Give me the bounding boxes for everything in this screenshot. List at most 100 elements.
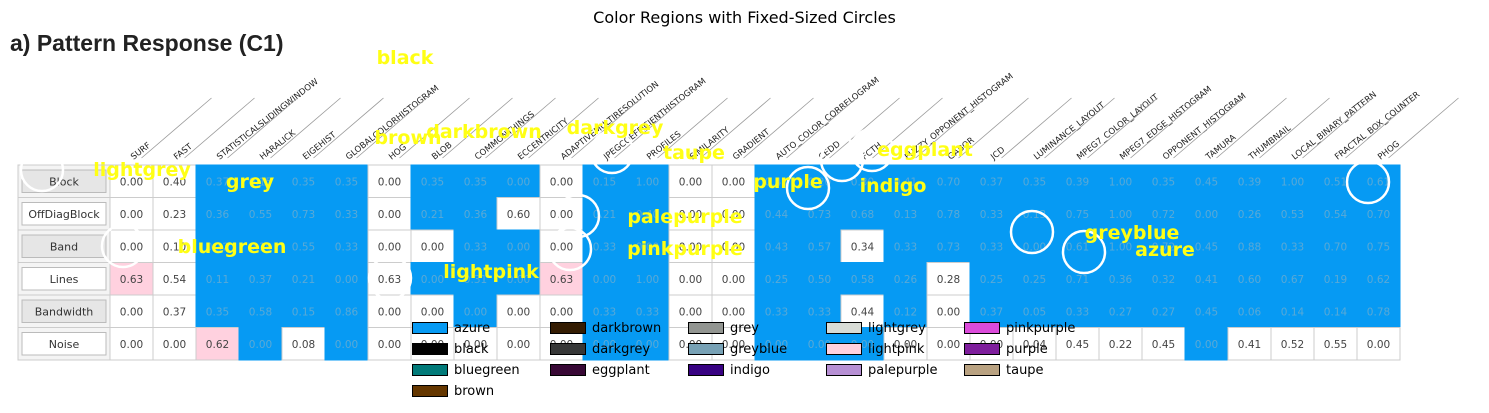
region-label-eggplant: eggplant — [877, 139, 973, 161]
legend-label: grey — [730, 320, 760, 336]
legend-label: palepurple — [868, 362, 938, 378]
column-guide-line — [657, 97, 728, 159]
cell-value: 0.62 — [206, 339, 229, 351]
column-guide-line — [786, 97, 857, 159]
legend-entry-lightpink: lightpink — [826, 339, 924, 359]
cell-value: 0.00 — [722, 306, 745, 318]
cell-value: 0.00 — [679, 274, 702, 286]
heatmap-cell — [711, 164, 756, 198]
cell-value: 0.54 — [163, 274, 187, 286]
legend-label: darkbrown — [592, 320, 662, 336]
cell-value: 0.19 — [1324, 274, 1347, 286]
heatmap-cell — [926, 197, 971, 231]
region-label-lightpink: lightpink — [443, 261, 539, 283]
legend-label: eggplant — [592, 362, 650, 378]
cell-value: 0.23 — [163, 209, 186, 221]
panel-title: a) Pattern Response (C1) — [10, 30, 284, 56]
cell-value: 0.10 — [163, 241, 186, 253]
cell-value: 0.67 — [1281, 274, 1304, 286]
cell-value: 0.88 — [1238, 241, 1261, 253]
heatmap-cell — [109, 262, 154, 296]
cell-value: 0.00 — [679, 176, 702, 188]
cell-value: 0.00 — [722, 274, 745, 286]
cell-value: 1.00 — [636, 274, 659, 286]
legend-label: taupe — [1006, 362, 1044, 378]
region-label-taupe: taupe — [663, 142, 725, 164]
cell-value: 0.00 — [378, 209, 401, 221]
cell-value: 0.37 — [980, 176, 1003, 188]
cell-value: 0.00 — [1195, 209, 1218, 221]
legend-entry-lightgrey: lightgrey — [826, 318, 926, 338]
heatmap-cell — [1313, 262, 1358, 296]
column-label: FRACTAL_BOX_COUNTER — [1333, 90, 1422, 163]
column-guide-line — [1345, 97, 1416, 159]
cell-value: 0.00 — [335, 274, 358, 286]
cell-value: 0.45 — [1195, 241, 1218, 253]
heatmap-cell — [883, 197, 928, 231]
cell-value: 0.55 — [249, 209, 272, 221]
cell-value: 0.35 — [421, 176, 444, 188]
heatmap-cell — [238, 262, 283, 296]
legend-entry-darkgrey: darkgrey — [550, 339, 650, 359]
cell-value: 0.00 — [378, 241, 401, 253]
cell-value: 0.33 — [894, 241, 917, 253]
column-label: LUMINANCE_LAYOUT — [1032, 100, 1108, 162]
region-label-darkbrown: darkbrown — [426, 121, 542, 143]
heatmap-cell — [1356, 294, 1401, 328]
heatmap-cell — [754, 262, 799, 296]
column-guide-line — [313, 97, 384, 159]
cell-value: 0.00 — [249, 339, 272, 351]
cell-value: 0.70 — [1367, 209, 1390, 221]
column-guide-line — [1130, 97, 1201, 159]
heatmap-cell — [926, 294, 971, 328]
heatmap-cell — [152, 164, 197, 198]
heatmap-cell — [1313, 327, 1358, 361]
cell-value: 0.53 — [1281, 209, 1304, 221]
circle-lightgrey — [1345, 159, 1391, 205]
circle-purple — [785, 165, 831, 211]
column-guide-line — [1388, 97, 1459, 159]
heatmap-cell — [1098, 327, 1143, 361]
legend-swatch — [826, 322, 862, 334]
cell-value: 0.21 — [421, 209, 444, 221]
cell-value: 0.00 — [507, 306, 530, 318]
cell-value: 0.00 — [722, 209, 745, 221]
cell-value: 0.00 — [937, 306, 960, 318]
cell-value: 0.45 — [1195, 176, 1218, 188]
heatmap-cell — [1184, 164, 1229, 198]
legend-label: bluegreen — [454, 362, 520, 378]
cell-value: 0.41 — [765, 176, 788, 188]
cell-value: 0.52 — [1281, 339, 1304, 351]
heatmap-cell — [1055, 197, 1100, 231]
column-guide-line — [1044, 97, 1115, 159]
row-label: Band — [50, 240, 78, 253]
cell-value: 0.73 — [292, 209, 315, 221]
cell-value: 1.00 — [1281, 176, 1304, 188]
heatmap-cell — [711, 197, 756, 231]
heatmap-cell — [453, 262, 498, 296]
cell-value: 0.72 — [1152, 241, 1175, 253]
cell-value: 0.04 — [1023, 339, 1047, 351]
circle-lightpink — [367, 255, 413, 301]
heatmap-cell — [367, 197, 412, 231]
cell-value: 0.33 — [593, 306, 616, 318]
cell-value: 0.12 — [894, 306, 917, 318]
circle-eggplant — [849, 127, 895, 173]
cell-value: 0.33 — [1281, 241, 1304, 253]
cell-value: 0.27 — [1152, 306, 1175, 318]
cell-value: 0.00 — [507, 176, 530, 188]
heatmap-cell — [668, 229, 713, 263]
heatmap-cell — [883, 164, 928, 198]
region-label-indigo: indigo — [860, 175, 927, 197]
cell-value: 0.72 — [1152, 209, 1175, 221]
legend-entry-azure: azure — [412, 318, 490, 338]
cell-value: 0.78 — [1367, 306, 1390, 318]
circle-greyblue — [1009, 209, 1055, 255]
cell-value: 0.61 — [1066, 241, 1089, 253]
cell-value: 0.78 — [937, 209, 960, 221]
column-label: LOCAL_BINARY_PATTERN — [1290, 90, 1379, 162]
heatmap-cell — [883, 327, 928, 361]
heatmap-cell — [324, 294, 369, 328]
heatmap-cell — [1055, 327, 1100, 361]
